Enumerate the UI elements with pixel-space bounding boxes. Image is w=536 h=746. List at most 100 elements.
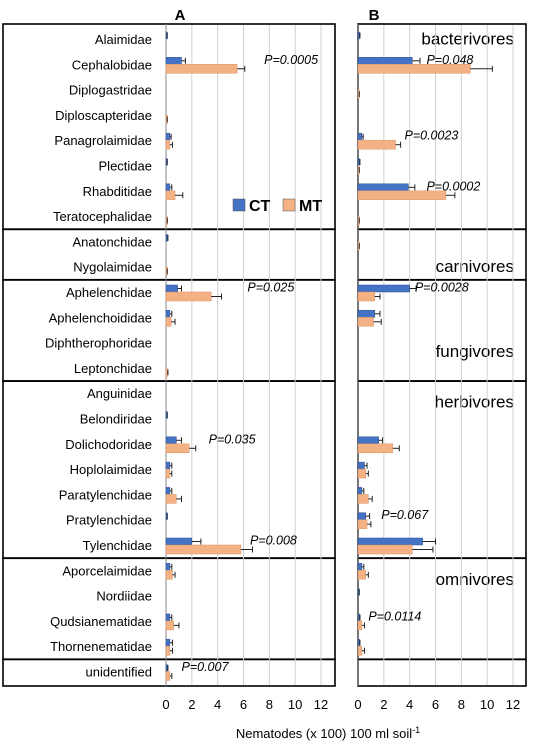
bar-mt bbox=[165, 671, 171, 681]
group-name: carnivores bbox=[436, 257, 514, 276]
bar-mt bbox=[357, 494, 369, 504]
bar-mt bbox=[357, 544, 413, 555]
x-tick-label: 10 bbox=[480, 697, 494, 712]
p-value-annotation: P=0.007 bbox=[182, 660, 230, 674]
category-label: Belondiridae bbox=[80, 412, 152, 427]
p-value-annotation: P=0.0114 bbox=[368, 609, 421, 623]
group-frame bbox=[2, 228, 336, 281]
category-label: Leptonchidae bbox=[74, 361, 152, 376]
panel-a-label: A bbox=[175, 7, 186, 24]
category-label: Plectidae bbox=[99, 159, 152, 174]
category-label: Diplogastridae bbox=[69, 83, 152, 98]
bar-mt bbox=[165, 645, 171, 656]
bar-mt bbox=[165, 367, 168, 378]
bar-ct bbox=[165, 132, 171, 141]
category-label: Teratocephalidae bbox=[53, 209, 152, 224]
bar-ct bbox=[357, 461, 365, 470]
bar-mt bbox=[357, 570, 366, 580]
legend-label-mt: MT bbox=[299, 198, 322, 215]
legend-label-ct: CT bbox=[249, 198, 271, 215]
bar-mt bbox=[357, 317, 374, 327]
bar-mt bbox=[357, 519, 368, 529]
bar-ct bbox=[357, 183, 409, 192]
p-value-annotation: P=0.067 bbox=[381, 508, 429, 522]
bar-mt bbox=[357, 443, 394, 454]
bar-ct bbox=[357, 487, 363, 495]
x-tick-label: 8 bbox=[266, 697, 273, 712]
bar-ct bbox=[357, 132, 363, 141]
category-label: Qudsianematidae bbox=[50, 614, 152, 629]
x-tick-label: 4 bbox=[214, 697, 221, 712]
bar-mt bbox=[165, 544, 242, 555]
bar-ct bbox=[357, 310, 376, 318]
bar-ct bbox=[165, 284, 178, 293]
category-label: Alaimidae bbox=[95, 32, 152, 47]
bar-mt bbox=[357, 139, 396, 150]
p-value-annotation: P=0.025 bbox=[247, 281, 294, 295]
category-label: Nygolaimidae bbox=[73, 260, 152, 275]
category-label: Aporcelaimidae bbox=[62, 563, 152, 578]
x-tick-label: 12 bbox=[506, 697, 520, 712]
bar-ct bbox=[357, 57, 413, 65]
bar-mt bbox=[357, 468, 366, 479]
category-label: Thornenematidae bbox=[50, 639, 152, 654]
bar-mt bbox=[165, 570, 173, 580]
bar-ct bbox=[165, 310, 171, 318]
bar-mt bbox=[357, 620, 363, 631]
category-label: Anatonchidae bbox=[72, 234, 152, 249]
bar-ct bbox=[165, 638, 171, 647]
category-label: Diploscapteridae bbox=[55, 108, 152, 123]
category-label: unidentified bbox=[86, 665, 153, 680]
bar-ct bbox=[357, 31, 360, 40]
bar-ct bbox=[357, 537, 423, 546]
category-label: Rhabditidae bbox=[83, 184, 152, 199]
category-label: Panagrolaimidae bbox=[54, 133, 152, 148]
panel-b-label: B bbox=[369, 7, 380, 24]
x-axis-label: Nematodes (x 100) 100 ml soil-1 bbox=[236, 725, 420, 741]
legend: CT MT bbox=[232, 198, 322, 215]
x-tick-label: 8 bbox=[458, 697, 465, 712]
legend-swatch-ct bbox=[232, 198, 246, 212]
category-label: Hoplolaimidae bbox=[70, 462, 152, 477]
category-label: Cephalobidae bbox=[72, 57, 152, 72]
bar-ct bbox=[165, 664, 168, 672]
bar-mt bbox=[357, 645, 363, 656]
x-tick-label: 6 bbox=[432, 697, 439, 712]
p-value-annotation: P=0.0028 bbox=[415, 281, 469, 295]
bar-ct bbox=[357, 512, 366, 520]
group-name: bacterivores bbox=[421, 30, 514, 49]
p-value-annotation: P=0.035 bbox=[209, 432, 256, 446]
bar-ct bbox=[357, 613, 360, 622]
bar-mt bbox=[165, 291, 212, 302]
x-tick-label: 10 bbox=[288, 697, 302, 712]
group-frame bbox=[2, 658, 336, 687]
bar-ct bbox=[165, 234, 168, 242]
group-name: herbivores bbox=[435, 393, 514, 412]
category-label: Diphtherophoridae bbox=[45, 336, 152, 351]
panel-a: 0 2 4 6 8 10 12 P=0.0005 P=0.025 P=0.035 P=0.008 P=… bbox=[162, 24, 328, 712]
bar-mt bbox=[165, 64, 238, 74]
bar-ct bbox=[357, 158, 360, 166]
category-labels: Alaimidae Cephalobidae Diplogastridae Diplo… bbox=[45, 32, 152, 680]
x-tick-label: 0 bbox=[354, 697, 361, 712]
category-label: Tylenchidae bbox=[83, 538, 152, 553]
category-label: Pratylenchidae bbox=[66, 513, 152, 528]
group-frame bbox=[357, 658, 527, 687]
group-name: fungivores bbox=[436, 342, 514, 361]
x-tick-label: 12 bbox=[314, 697, 328, 712]
x-tick-label: 2 bbox=[188, 697, 195, 712]
group-frames: bacterivores carnivores fungivores herbivor… bbox=[2, 23, 527, 687]
bar-ct bbox=[165, 537, 193, 546]
bar-mt bbox=[357, 291, 376, 302]
panel-b: 0 2 4 6 8 10 12 P=0.048 P=0.0023 P=0.0002 P=0.0028… bbox=[354, 24, 520, 712]
bar-ct bbox=[165, 57, 182, 65]
bar-ct bbox=[165, 563, 171, 571]
category-label: Anguinidae bbox=[87, 386, 152, 401]
x-tick-label: 6 bbox=[240, 697, 247, 712]
bar-mt bbox=[165, 443, 190, 454]
bar-ct bbox=[165, 436, 177, 445]
bar-ct bbox=[165, 487, 171, 495]
category-label: Dolichodoridae bbox=[65, 437, 152, 452]
bar-ct bbox=[165, 183, 171, 192]
bar-mt bbox=[165, 620, 174, 631]
